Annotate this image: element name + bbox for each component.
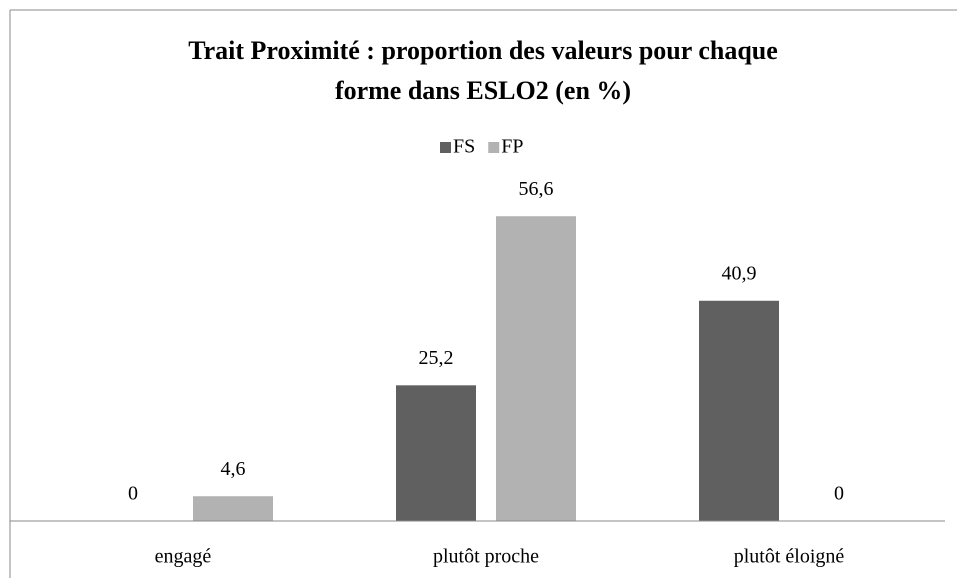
legend-swatch (488, 142, 500, 153)
legend-swatch (440, 142, 451, 153)
legend-label: FS (453, 136, 475, 158)
bar (496, 216, 576, 521)
value-label: 4,6 (221, 458, 246, 480)
value-label: 25,2 (419, 347, 454, 369)
value-label: 56,6 (519, 178, 554, 200)
bar (193, 496, 273, 521)
x-tick-label: engagé (155, 546, 212, 568)
value-label: 0 (834, 483, 844, 505)
value-label: 0 (128, 483, 138, 505)
bar (699, 300, 779, 521)
value-label: 40,9 (722, 262, 757, 284)
chart-title: Trait Proximité : proportion des valeurs… (188, 36, 778, 105)
bar (396, 385, 476, 521)
legend-label: FP (501, 136, 523, 158)
x-tick-label: plutôt proche (433, 546, 539, 568)
x-tick-label: plutôt éloigné (734, 546, 845, 568)
